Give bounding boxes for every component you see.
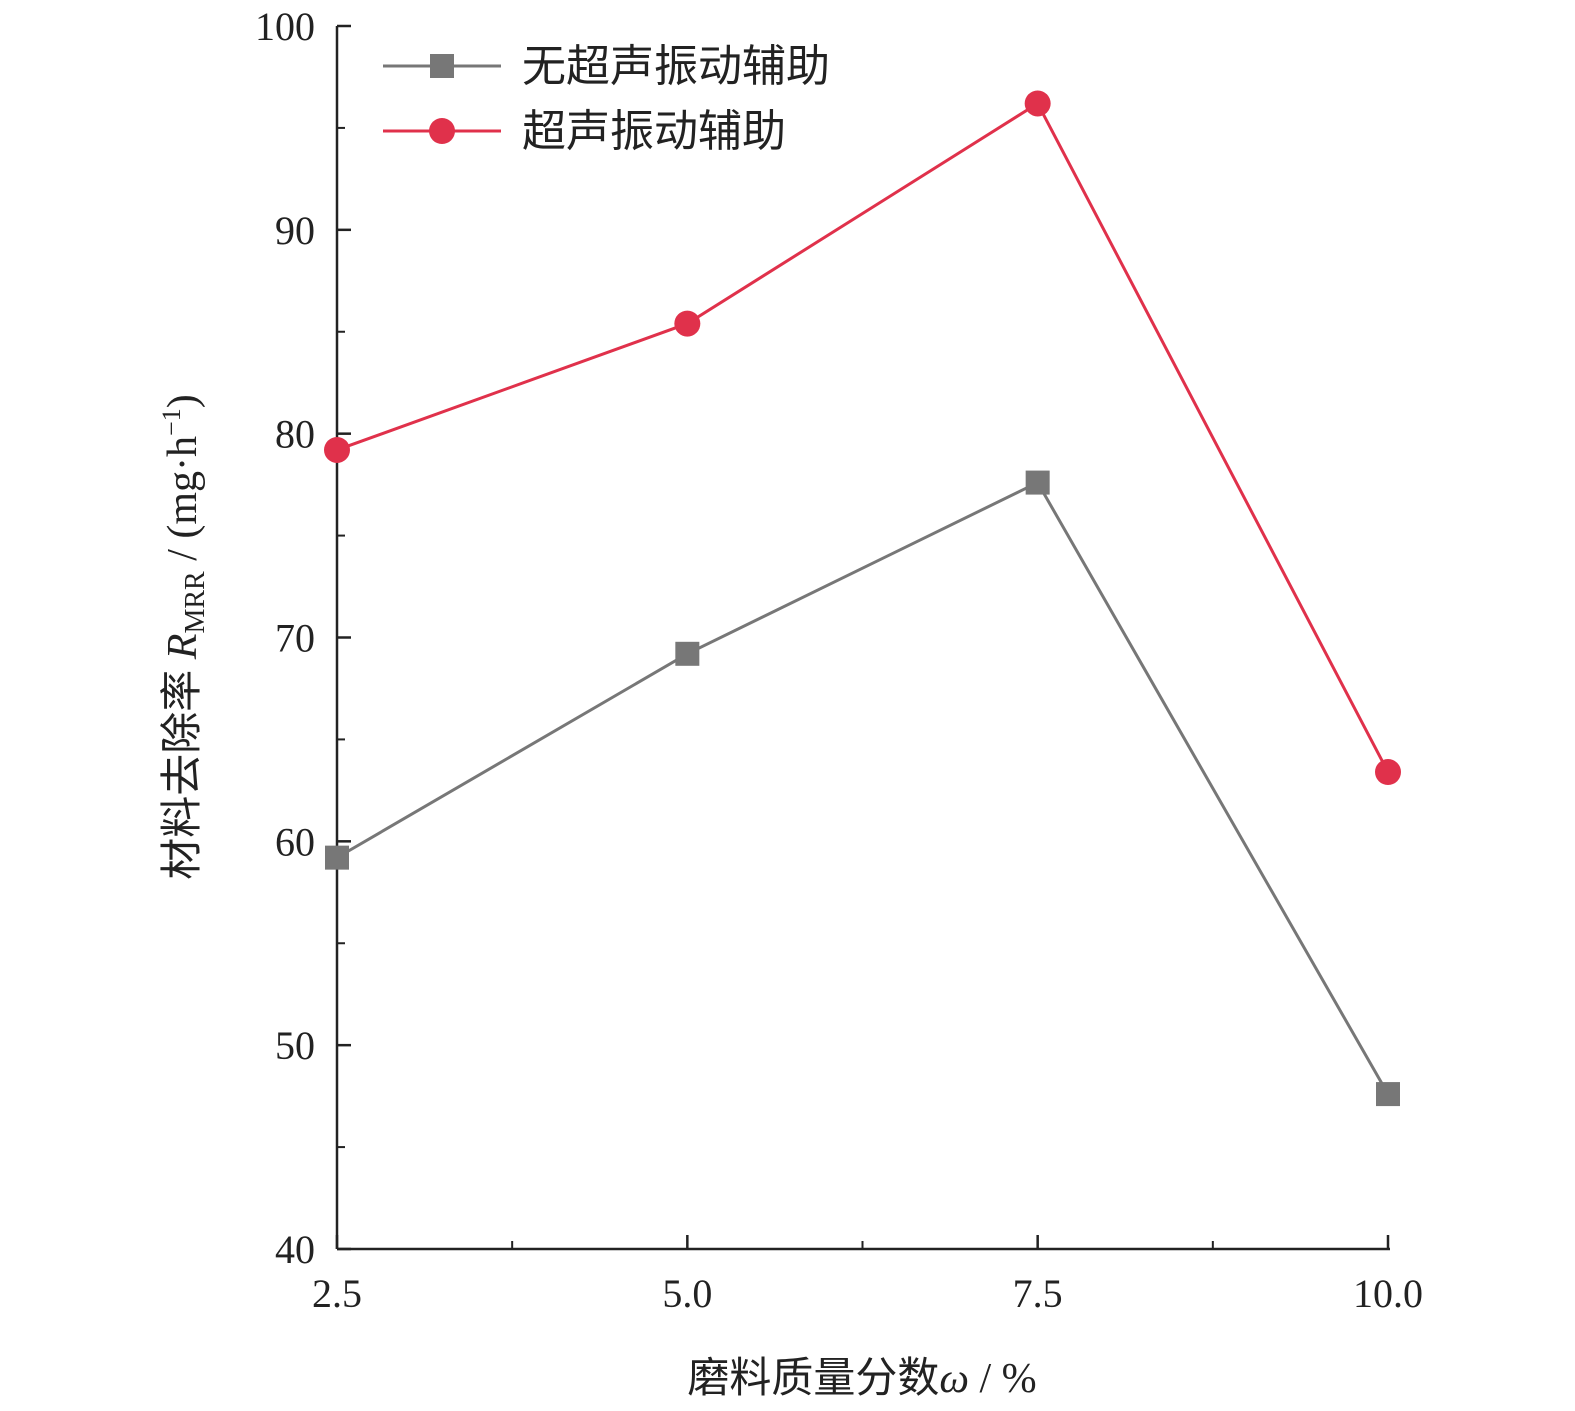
x-tick-label: 2.5 [312,1271,362,1316]
legend-item: 无超声振动辅助 [383,42,830,91]
y-tick-label: 80 [275,412,315,457]
series-line [336,101,1390,773]
data-point-square [325,845,349,870]
y-axis-title-symbol: R [160,634,206,661]
y-axis-title: 材料去除率 RMRR / (mg·h−1) [157,394,211,879]
y-tick-label: 90 [275,208,315,253]
data-point-circle [674,310,701,337]
series-line [336,480,1390,1095]
x-tick-label: 5.0 [662,1271,712,1316]
data-point-circle [324,436,350,463]
y-axis-title-unit-sup: −1 [157,408,186,436]
data-point-circle [1375,759,1401,786]
legend-label: 无超声振动辅助 [522,42,830,91]
y-tick-label: 50 [275,1023,315,1068]
x-axis-ticks: 2.5 5.0 7.5 10.0 [312,1235,1423,1316]
y-axis-ticks: 40 50 60 70 80 90 100 [255,4,351,1272]
plot-axes [335,26,1390,1251]
x-tick-label: 7.5 [1013,1271,1063,1316]
legend-swatch-circle [429,118,455,144]
legend-swatch-square [430,54,454,78]
x-axis-title-main: 磨料质量分数 [687,1356,939,1402]
data-point-square [1025,470,1050,495]
x-axis-title: 磨料质量分数ω / % [687,1356,1036,1402]
data-point-circle [1024,90,1051,117]
y-axis-title-main: 材料去除率 [159,659,206,880]
y-tick-label: 70 [275,616,315,661]
legend-item: 超声振动辅助 [383,107,786,156]
y-tick-label: 100 [255,4,315,49]
x-axis-title-unit: / % [969,1356,1037,1402]
y-tick-label: 60 [275,819,315,864]
y-axis-title-unit-close: ) [160,394,206,408]
series-layer [324,90,1401,1107]
series-with-ultrasonic [324,90,1401,786]
series-without-ultrasonic [325,470,1400,1107]
x-tick-label: 10.0 [1353,1271,1423,1316]
data-point-square [1376,1082,1400,1107]
legend-label: 超声振动辅助 [522,107,786,156]
x-axis-title-symbol: ω [939,1356,969,1402]
y-axis-title-subscript: MRR [180,571,211,634]
y-axis-title-unit-open: / (mg·h [160,436,206,571]
y-tick-label: 40 [275,1227,315,1272]
data-point-square [675,641,700,666]
